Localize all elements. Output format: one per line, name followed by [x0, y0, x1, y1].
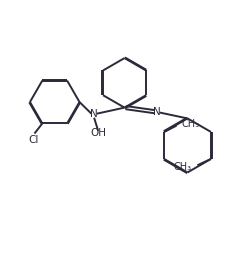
Text: OH: OH: [90, 128, 106, 139]
Text: CH₃: CH₃: [174, 163, 192, 172]
Text: CH₃: CH₃: [182, 119, 200, 129]
Text: N: N: [153, 107, 161, 117]
Text: Cl: Cl: [29, 135, 39, 145]
Text: N: N: [90, 109, 98, 119]
